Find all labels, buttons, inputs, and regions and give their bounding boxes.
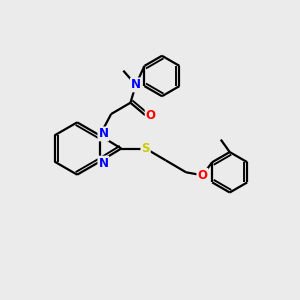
Text: O: O [197, 169, 207, 182]
Text: N: N [98, 128, 108, 140]
Text: S: S [141, 142, 150, 155]
Text: N: N [98, 157, 108, 169]
Text: O: O [146, 109, 156, 122]
Text: N: N [131, 78, 141, 92]
